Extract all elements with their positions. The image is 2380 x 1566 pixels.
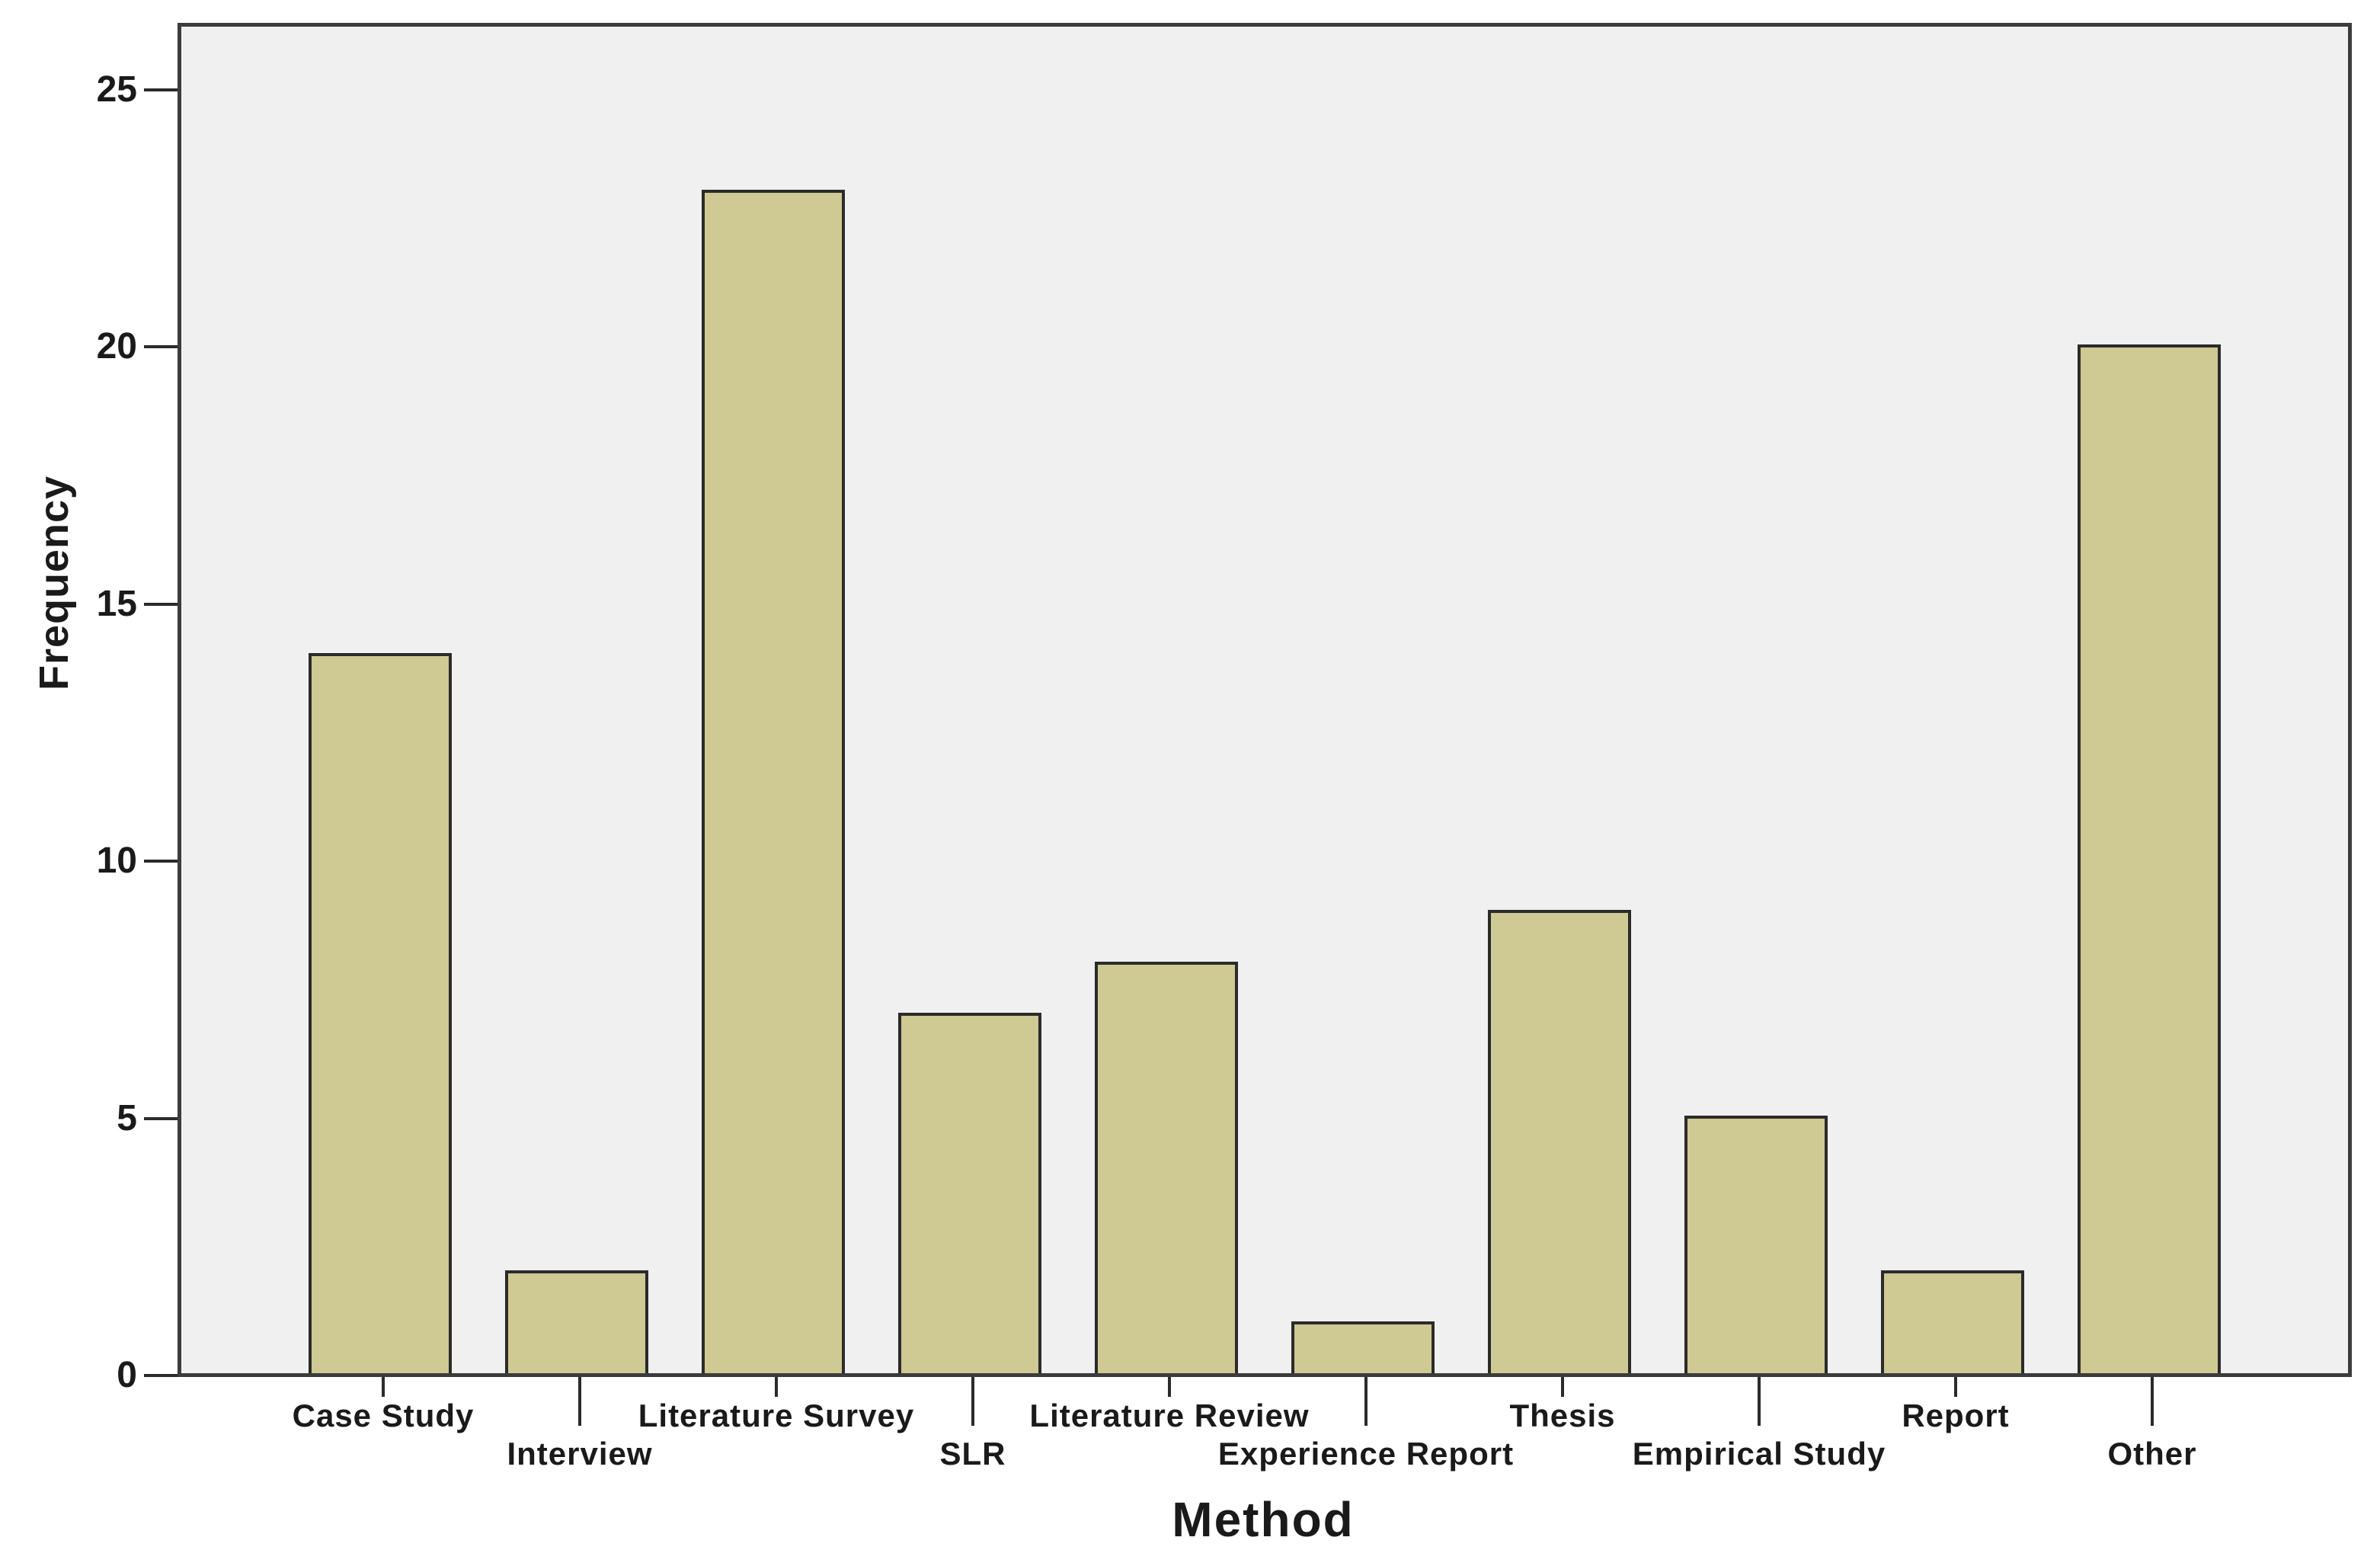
- y-axis-tick: [144, 860, 178, 863]
- y-tick-label-0: 0: [117, 1355, 137, 1395]
- bar-literature-survey: [702, 190, 845, 1373]
- bar-interview: [505, 1270, 648, 1373]
- x-tick-label-empirical-study: Empirical Study: [1632, 1436, 1886, 1472]
- x-tick-label-experience-report: Experience Report: [1217, 1436, 1515, 1472]
- x-axis-tick: [1758, 1377, 1761, 1426]
- x-axis-tick: [382, 1377, 385, 1397]
- bar-empirical-study: [1684, 1116, 1828, 1373]
- bar-case-study: [309, 653, 452, 1373]
- x-axis-tick: [1364, 1377, 1368, 1426]
- x-axis-tick: [1954, 1377, 1957, 1397]
- x-tick-label-interview: Interview: [507, 1436, 653, 1472]
- x-axis-tick: [971, 1377, 974, 1426]
- bar-other: [2078, 344, 2221, 1373]
- x-tick-label-report: Report: [1902, 1398, 2010, 1433]
- y-tick-label-5: 5: [117, 1097, 137, 1138]
- bar-report: [1881, 1270, 2024, 1373]
- x-axis-title: Method: [1172, 1492, 1355, 1547]
- bar-experience-report: [1291, 1321, 1435, 1373]
- y-tick-label-15: 15: [96, 583, 137, 624]
- x-tick-label-literature-survey: Literature Survey: [638, 1398, 915, 1433]
- y-tick-label-10: 10: [96, 841, 137, 881]
- x-axis-tick: [578, 1377, 581, 1426]
- bar-literature-review: [1095, 962, 1238, 1373]
- y-axis-tick: [144, 345, 178, 348]
- x-tick-label-case-study: Case Study: [292, 1398, 475, 1433]
- x-axis-tick: [1168, 1377, 1171, 1397]
- bar-slr: [898, 1013, 1041, 1373]
- y-axis-tick: [144, 602, 178, 606]
- x-axis-tick: [2151, 1377, 2154, 1426]
- x-tick-label-other: Other: [2107, 1436, 2197, 1472]
- y-tick-label-25: 25: [96, 69, 137, 110]
- x-tick-label-literature-review: Literature Review: [1029, 1398, 1310, 1433]
- plot-area: [178, 23, 2352, 1377]
- x-tick-label-thesis: Thesis: [1509, 1398, 1616, 1433]
- y-tick-label-20: 20: [96, 326, 137, 367]
- y-axis-tick: [144, 1374, 178, 1377]
- y-axis-tick: [144, 1116, 178, 1120]
- x-axis-tick: [775, 1377, 778, 1397]
- x-tick-label-slr: SLR: [939, 1436, 1006, 1472]
- bar-thesis: [1488, 910, 1631, 1373]
- y-axis-tick: [144, 88, 178, 91]
- x-axis-tick: [1561, 1377, 1564, 1397]
- bars-layer: [181, 27, 2348, 1373]
